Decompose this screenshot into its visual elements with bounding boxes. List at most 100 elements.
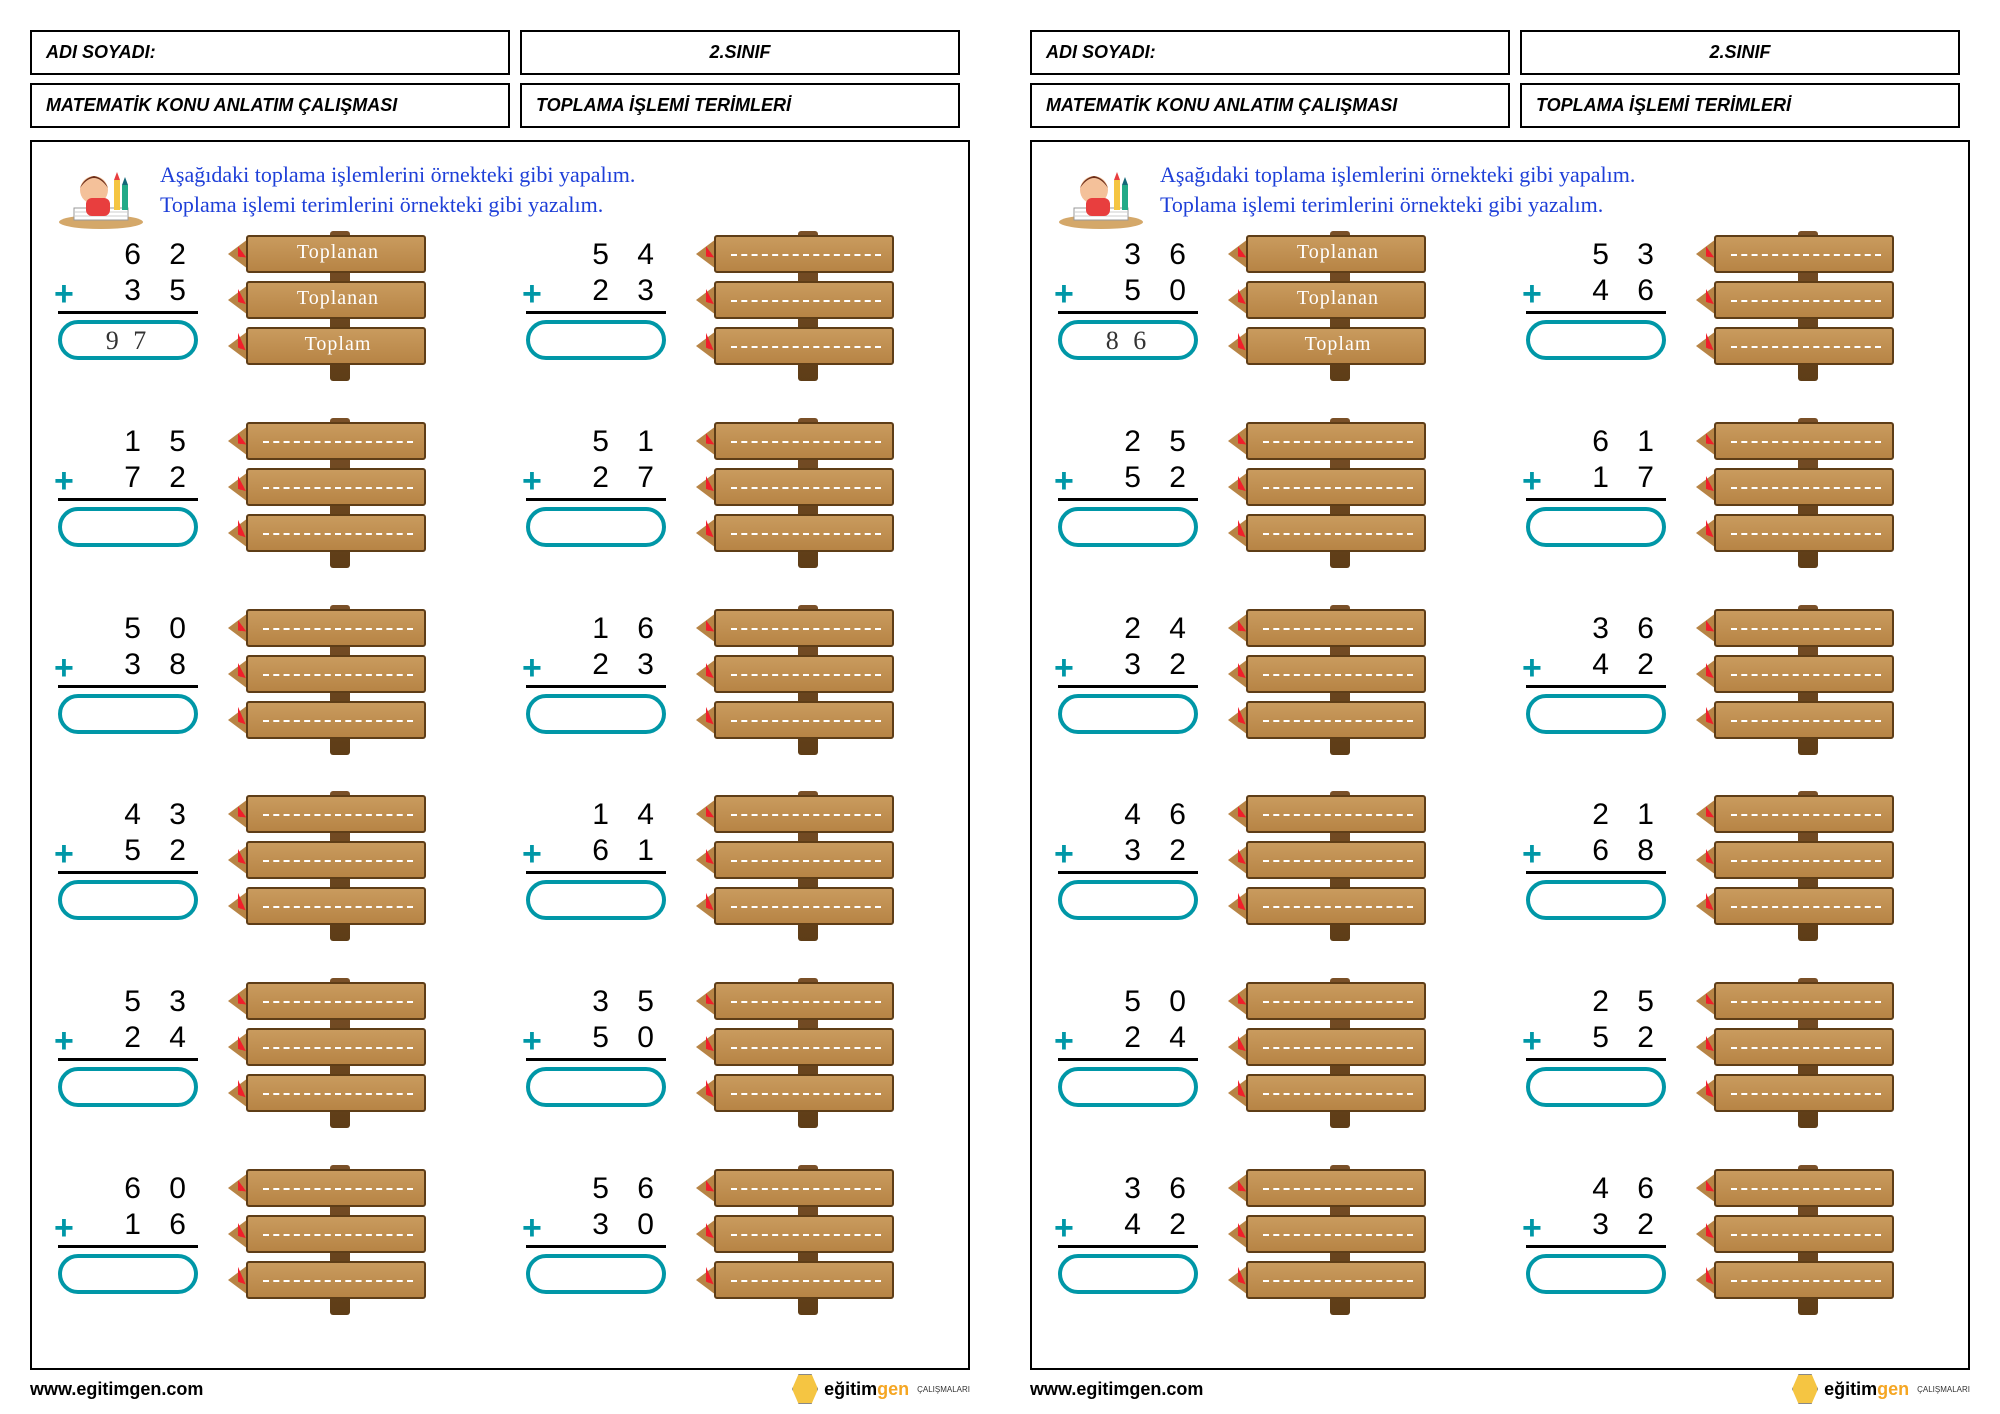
sign-stack — [1238, 1169, 1498, 1307]
result-box[interactable] — [526, 694, 666, 734]
addition-problem: 1 5 7 2 + — [50, 418, 498, 605]
addend-1: 2 1 — [1518, 797, 1678, 833]
plus-sign: + — [1522, 649, 1542, 688]
result-box[interactable] — [526, 1254, 666, 1294]
sign-stack — [706, 982, 966, 1120]
math-block: 3 6 5 0 + 8 6 — [1050, 231, 1210, 360]
sign-stack — [706, 609, 966, 747]
result-box[interactable] — [58, 694, 198, 734]
result-box[interactable] — [1058, 880, 1198, 920]
name-field[interactable]: ADI SOYADI: — [1030, 30, 1510, 75]
result-box[interactable] — [58, 1067, 198, 1107]
addend-1: 4 3 — [50, 797, 210, 833]
math-block: 3 6 4 2 + — [1050, 1165, 1210, 1294]
sign-plank — [1238, 468, 1438, 506]
result-box[interactable] — [58, 507, 198, 547]
sum-line — [526, 1245, 666, 1248]
sum-line — [1526, 498, 1666, 501]
instructions: Aşağıdaki toplama işlemlerini örnekteki … — [160, 160, 950, 219]
addend-1: 5 0 — [50, 611, 210, 647]
plus-sign: + — [1522, 835, 1542, 874]
sign-plank — [1706, 1169, 1906, 1207]
addend-2: 3 8 — [50, 647, 210, 683]
result-box[interactable] — [526, 320, 666, 360]
result-box[interactable] — [1058, 1067, 1198, 1107]
sign-stack — [706, 422, 966, 560]
addend-1: 2 5 — [1518, 984, 1678, 1020]
addend-2: 3 2 — [1050, 833, 1210, 869]
sign-plank — [1238, 795, 1438, 833]
sign-stack — [1238, 795, 1498, 933]
sign-plank: Toplam — [1238, 327, 1438, 365]
result-box[interactable] — [1526, 1254, 1666, 1294]
sign-stack — [1238, 422, 1498, 560]
result-box[interactable] — [1058, 507, 1198, 547]
result-box[interactable] — [526, 880, 666, 920]
sign-plank — [706, 327, 906, 365]
sign-plank — [238, 1028, 438, 1066]
plus-sign: + — [54, 1022, 74, 1061]
sign-plank — [1706, 795, 1906, 833]
math-block: 5 0 3 8 + — [50, 605, 210, 734]
sign-plank — [706, 795, 906, 833]
math-block: 6 2 3 5 + 9 7 — [50, 231, 210, 360]
addend-2: 2 4 — [1050, 1020, 1210, 1056]
plus-sign: + — [1054, 835, 1074, 874]
result-box[interactable] — [526, 1067, 666, 1107]
sign-plank — [1238, 609, 1438, 647]
student-icon — [1054, 160, 1149, 230]
plus-sign: + — [54, 1209, 74, 1248]
addition-problem: 2 4 3 2 + — [1050, 605, 1498, 792]
sign-stack — [1238, 609, 1498, 747]
addend-1: 6 1 — [1518, 424, 1678, 460]
result-box[interactable] — [58, 880, 198, 920]
brand-logo: eğitimgen ÇALIŞMALARI — [792, 1374, 970, 1404]
math-block: 5 0 2 4 + — [1050, 978, 1210, 1107]
sign-stack — [1706, 795, 1966, 933]
sign-plank — [706, 841, 906, 879]
math-block: 4 6 3 2 + — [1050, 791, 1210, 920]
addend-2: 3 2 — [1050, 647, 1210, 683]
result-box[interactable] — [1058, 694, 1198, 734]
result-box[interactable]: 9 7 — [58, 320, 198, 360]
result-box[interactable] — [1058, 1254, 1198, 1294]
sign-plank — [1238, 982, 1438, 1020]
name-field[interactable]: ADI SOYADI: — [30, 30, 510, 75]
subject-label: MATEMATİK KONU ANLATIM ÇALIŞMASI — [30, 83, 510, 128]
sign-plank — [1706, 982, 1906, 1020]
addition-problem: 6 1 1 7 + — [1518, 418, 1966, 605]
sign-stack — [706, 235, 966, 373]
sum-line — [1058, 871, 1198, 874]
addend-1: 1 4 — [518, 797, 678, 833]
sum-line — [526, 311, 666, 314]
sign-stack — [238, 795, 498, 933]
result-box[interactable] — [1526, 880, 1666, 920]
sign-stack — [1238, 982, 1498, 1120]
sign-plank — [706, 1215, 906, 1253]
result-box[interactable] — [1526, 694, 1666, 734]
addend-1: 4 6 — [1518, 1171, 1678, 1207]
result-box[interactable] — [1526, 507, 1666, 547]
addend-2: 1 7 — [1518, 460, 1678, 496]
addend-2: 3 0 — [518, 1207, 678, 1243]
sign-plank — [1706, 841, 1906, 879]
addition-problem: 4 6 3 2 + — [1050, 791, 1498, 978]
result-box[interactable] — [1526, 1067, 1666, 1107]
sign-plank — [1706, 1028, 1906, 1066]
addition-problem: 1 6 2 3 + — [518, 605, 966, 792]
addend-1: 6 0 — [50, 1171, 210, 1207]
result-box[interactable] — [526, 507, 666, 547]
sign-plank — [706, 701, 906, 739]
sign-plank — [706, 887, 906, 925]
sign-plank — [1238, 655, 1438, 693]
plus-sign: + — [522, 649, 542, 688]
result-box[interactable]: 8 6 — [1058, 320, 1198, 360]
sum-line — [1058, 1245, 1198, 1248]
term-label: Toplam — [1258, 333, 1418, 356]
result-box[interactable] — [58, 1254, 198, 1294]
sum-line — [1526, 685, 1666, 688]
addition-problem: 2 5 5 2 + — [1518, 978, 1966, 1165]
sign-plank — [1706, 609, 1906, 647]
result-box[interactable] — [1526, 320, 1666, 360]
addend-2: 5 2 — [1518, 1020, 1678, 1056]
